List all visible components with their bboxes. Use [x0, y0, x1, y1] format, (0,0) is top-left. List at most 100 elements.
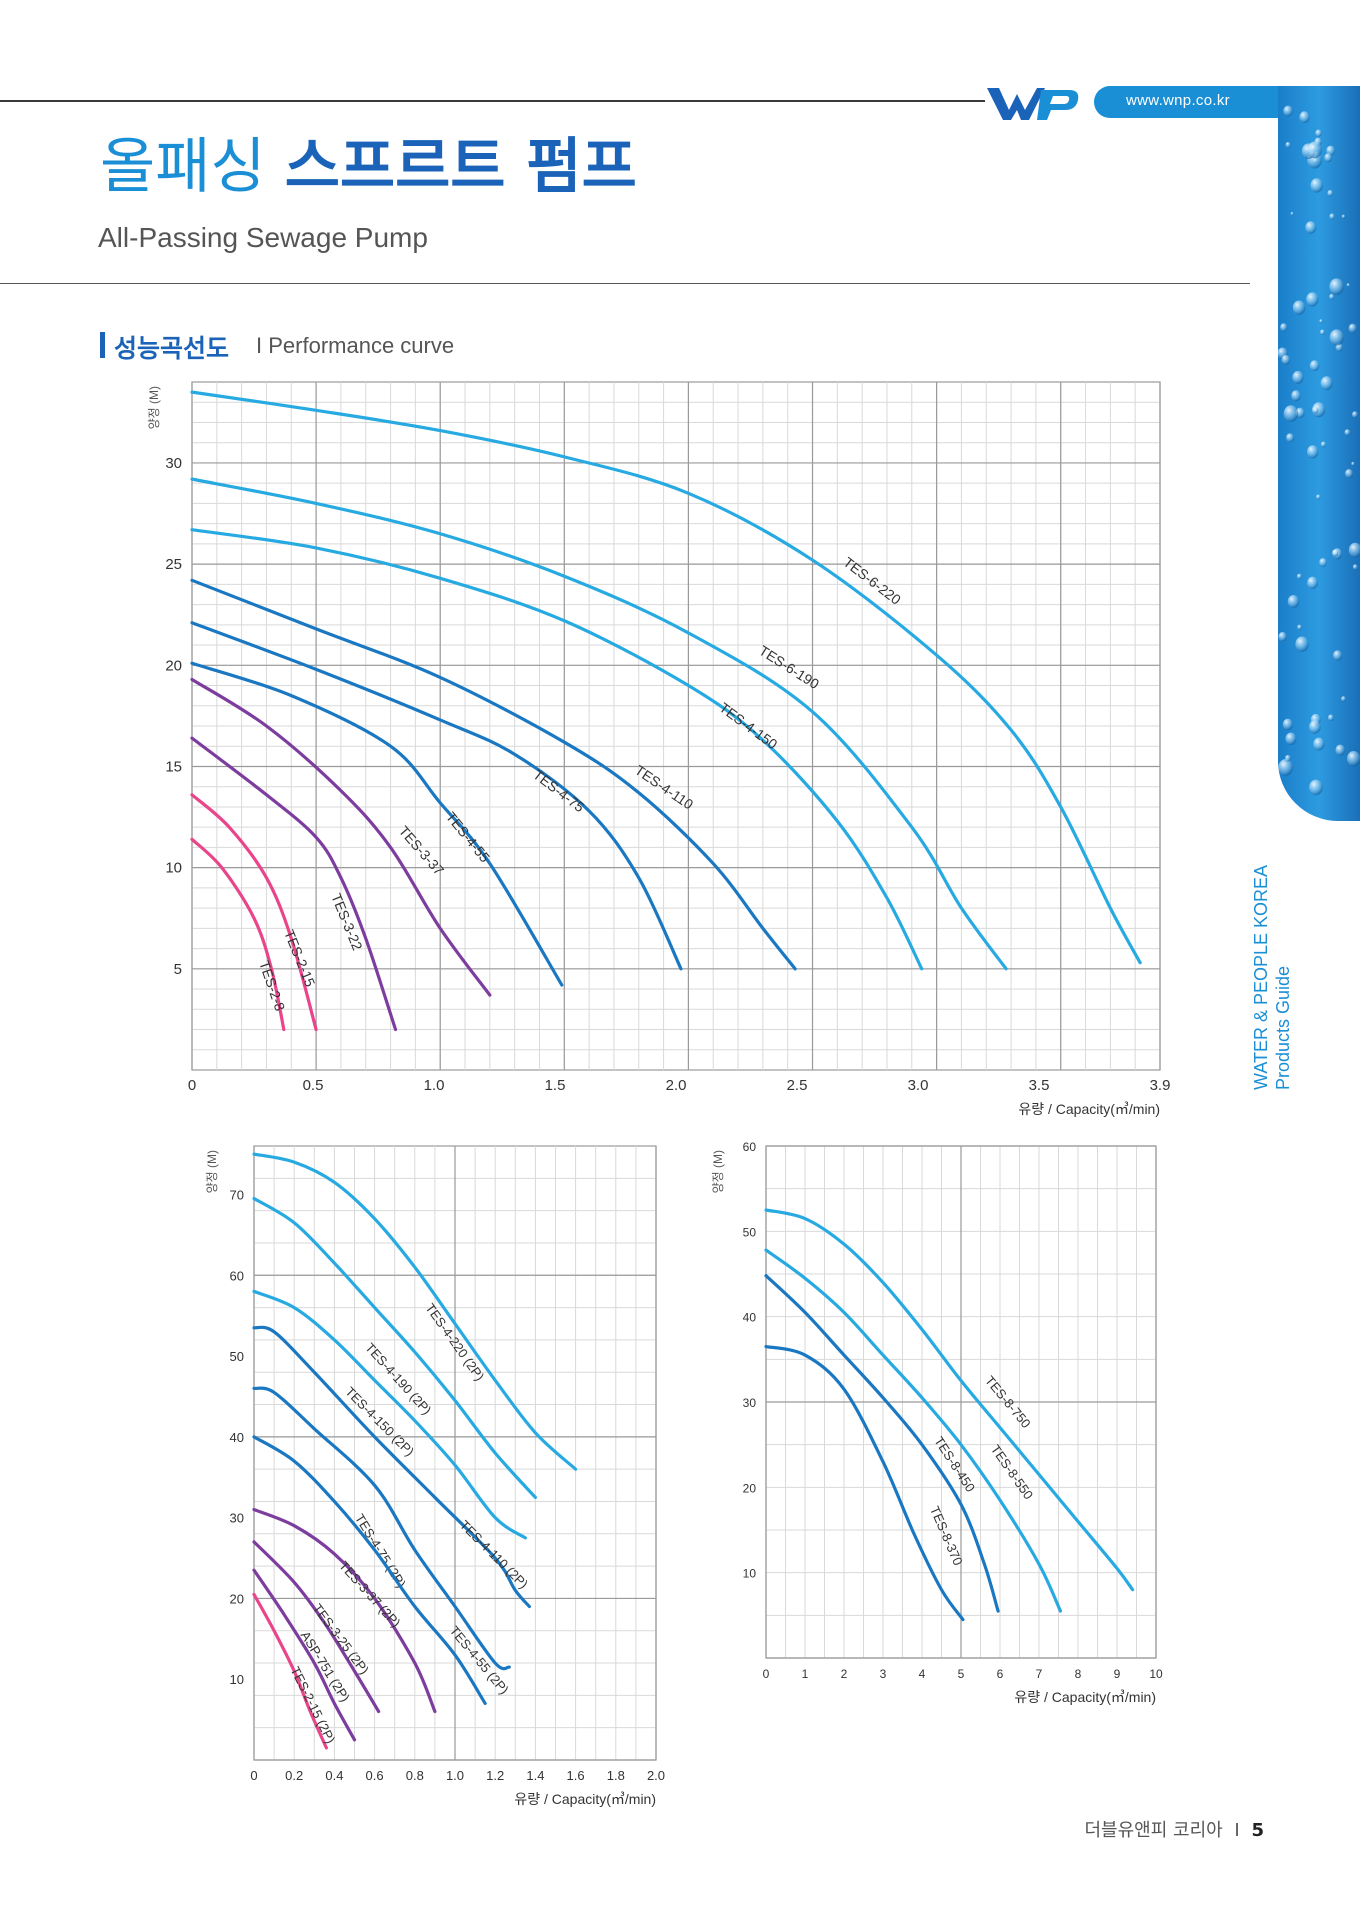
y-tick-label: 20 — [230, 1591, 244, 1606]
x-tick-label: 3 — [880, 1667, 887, 1681]
x-tick-label: 1.0 — [446, 1768, 464, 1783]
water-drop — [1291, 390, 1301, 402]
page-number: 5 — [1251, 1820, 1264, 1841]
y-tick-label: 40 — [743, 1311, 757, 1325]
x-tick-label: 0 — [763, 1667, 770, 1681]
series-line-tes-4-110-2p- — [252, 1325, 531, 1609]
y-tick-label: 10 — [230, 1672, 244, 1687]
series-line-tes-8-550 — [764, 1248, 1063, 1613]
water-drop — [1290, 211, 1294, 216]
water-drop — [1319, 319, 1323, 324]
water-drop — [1319, 557, 1327, 567]
performance-chart-8: 0 1 2 3 4 5 6 7 8 9 10 10 20 30 40 50 60 양정 (M) 유량 / Capac… — [711, 1140, 1163, 1705]
title-rule — [0, 283, 1250, 284]
header-rule — [0, 100, 985, 102]
water-drop — [1297, 624, 1302, 630]
x-tick-label: 4 — [919, 1667, 926, 1681]
x-tick-label: 1.2 — [486, 1768, 504, 1783]
water-drop — [1320, 329, 1325, 336]
title-ko-bold: 스프르트 펌프 — [284, 132, 637, 202]
series-line-tes-4-55-2p- — [252, 1435, 487, 1706]
water-drop — [1312, 406, 1319, 414]
water-drop — [1329, 213, 1335, 220]
water-drop — [1333, 650, 1343, 661]
website-url[interactable]: www.wnp.co.kr — [1126, 92, 1230, 109]
x-tick-label: 3.9 — [1150, 1077, 1171, 1094]
water-drops-image — [1278, 86, 1360, 821]
water-drop — [1327, 189, 1334, 197]
series-line-tes-3-37-2p- — [252, 1507, 437, 1714]
title-ko-light: 올패싱 — [100, 132, 266, 202]
water-drop — [1313, 737, 1325, 751]
water-drop — [1352, 411, 1358, 418]
water-drop — [1329, 278, 1344, 296]
water-drop — [1324, 153, 1333, 163]
series-line-tes-3-25-2p- — [252, 1540, 381, 1714]
y-tick-label: 30 — [743, 1396, 757, 1410]
series-line-tes-2-15-2p- — [252, 1592, 328, 1750]
water-drop — [1335, 744, 1346, 756]
water-drop — [1320, 376, 1333, 391]
section-marker — [100, 332, 105, 358]
water-drop — [1329, 329, 1344, 346]
y-tick-label: 25 — [165, 556, 182, 573]
x-tick-label: 5 — [958, 1667, 965, 1681]
water-drop — [1307, 445, 1319, 459]
series-line-tes-8-750 — [764, 1208, 1135, 1592]
x-tick-label: 0.6 — [366, 1768, 384, 1783]
x-tick-label: 7 — [1036, 1667, 1043, 1681]
y-tick-label: 50 — [743, 1225, 757, 1239]
x-tick-label: 10 — [1149, 1667, 1163, 1681]
water-drop — [1316, 494, 1321, 500]
y-tick-label: 5 — [174, 961, 182, 978]
water-drop — [1285, 732, 1297, 746]
page-title-en: All-Passing Sewage Pump — [98, 222, 428, 253]
water-drop — [1341, 696, 1346, 702]
section-divider: I — [256, 333, 263, 358]
chart-grid — [253, 1145, 657, 1761]
water-drop — [1285, 141, 1291, 148]
series-line-tes-6-220 — [190, 390, 1142, 965]
x-tick-label: 1.0 — [424, 1077, 445, 1094]
y-tick-label: 20 — [743, 1481, 757, 1495]
x-tick-label: 0.5 — [303, 1077, 324, 1094]
y-tick-label: 40 — [230, 1430, 244, 1445]
side-caption-company: WATER & PEOPLE KOREA — [1251, 864, 1271, 1090]
series-line-tes-4-110 — [190, 578, 797, 971]
side-caption: WATER & PEOPLE KOREA Products Guide — [1250, 790, 1310, 1090]
y-tick-label: 10 — [743, 1567, 757, 1581]
series-line-tes-3-22 — [190, 736, 398, 1032]
water-drop — [1284, 754, 1291, 762]
y-axis-title: 양정 (M) — [205, 1150, 219, 1193]
water-drop — [1283, 105, 1293, 117]
series-line-tes-4-150 — [190, 528, 924, 971]
series-line-tes-4-190-2p- — [252, 1196, 537, 1500]
y-tick-label: 70 — [230, 1187, 244, 1202]
series-line-tes-8-370 — [764, 1344, 965, 1622]
water-drop — [1346, 751, 1360, 767]
x-tick-label: 1 — [802, 1667, 809, 1681]
x-tick-label: 0.8 — [406, 1768, 424, 1783]
water-drop — [1282, 718, 1293, 731]
x-tick-label: 0 — [250, 1768, 257, 1783]
x-tick-label: 2.0 — [647, 1768, 665, 1783]
water-drops-band — [1278, 86, 1360, 821]
water-drop — [1310, 178, 1323, 193]
water-drop — [1346, 283, 1350, 287]
water-drop — [1351, 461, 1355, 466]
water-drop — [1315, 129, 1322, 137]
wnp-logo[interactable]: WP — [985, 84, 1081, 124]
water-drop — [1287, 595, 1300, 609]
performance-chart-main: 0 0.5 1.0 1.5 2.0 2.5 3.0 3.5 3.9 5 10 15 20 25 30 양정 (… — [147, 381, 1171, 1117]
water-drop — [1348, 542, 1360, 558]
section-title-en-text: Performance curve — [268, 333, 455, 358]
logo-w-shape — [987, 88, 1045, 120]
water-drop — [1292, 300, 1306, 315]
x-axis-title: 유량 / Capacity(㎥/min) — [1014, 1689, 1156, 1705]
chart-grid — [191, 381, 1161, 1071]
water-drop — [1278, 759, 1294, 776]
water-drop — [1296, 573, 1302, 580]
water-drop — [1344, 429, 1351, 436]
series-line-tes-2-15 — [190, 793, 318, 1032]
section-title-en: I Performance curve — [256, 333, 454, 359]
